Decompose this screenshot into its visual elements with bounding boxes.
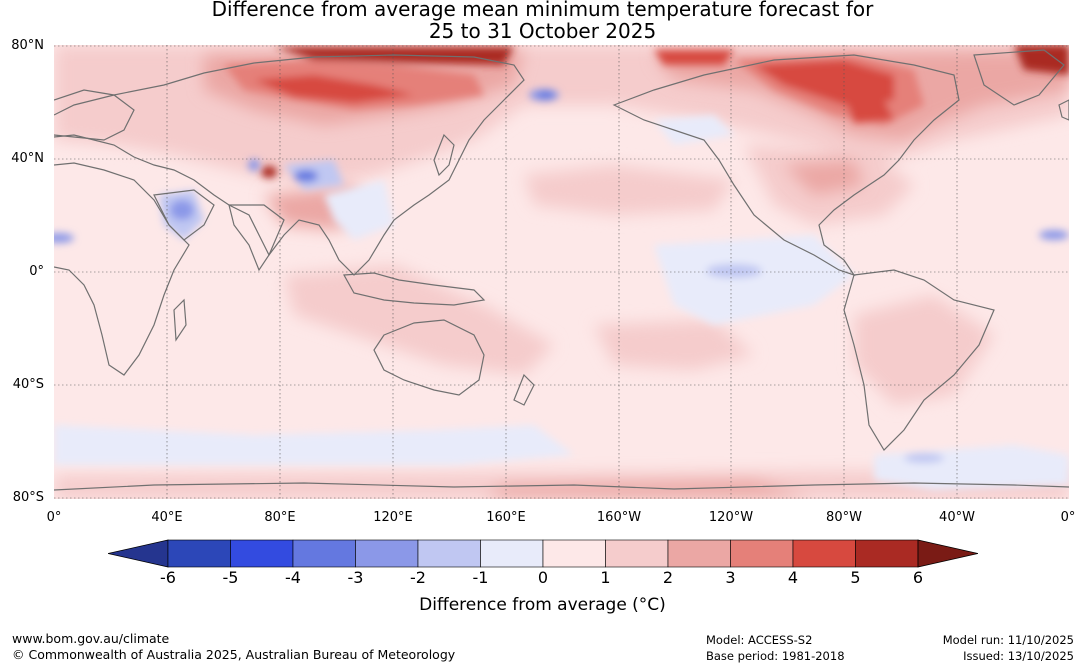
colorbar-cell bbox=[417, 539, 481, 568]
anomaly-east-pacific-cool bbox=[654, 235, 854, 325]
lon-label-0-right: 0° bbox=[1060, 510, 1076, 525]
coastline-arabia bbox=[153, 189, 215, 241]
colorbar-extend-low bbox=[108, 539, 169, 568]
colorbar-tick-label: 4 bbox=[787, 568, 799, 587]
coastline-new-zealand bbox=[513, 373, 535, 406]
footer-issued: Issued: 13/10/2025 bbox=[963, 649, 1074, 663]
lat-label-80n: 80°N bbox=[11, 38, 44, 53]
colorbar-cell bbox=[605, 539, 669, 568]
coastline-antarctica bbox=[54, 482, 1069, 491]
colorbar-tick-label: 5 bbox=[850, 568, 861, 587]
coastline-japan bbox=[433, 133, 455, 177]
anomaly-band-sam-warm bbox=[854, 295, 994, 405]
lat-label-40s: 40°S bbox=[12, 377, 44, 392]
coastline-africa bbox=[54, 162, 190, 376]
coastline-india bbox=[228, 204, 285, 272]
colorbar-tick-label: 2 bbox=[662, 568, 674, 587]
anomaly-band-south-pacific-warm bbox=[594, 320, 754, 370]
colorbar-cell bbox=[480, 539, 544, 568]
anomaly-band-pacific-warm bbox=[524, 165, 734, 215]
footer-model: Model: ACCESS-S2 bbox=[706, 633, 813, 647]
anomaly-arctic-north-core bbox=[274, 47, 514, 65]
colorbar bbox=[108, 539, 978, 568]
anomaly-alaska-core bbox=[654, 50, 734, 65]
anomaly-east-pacific-cool-core bbox=[706, 264, 762, 278]
lat-label-80s: 80°S bbox=[12, 490, 44, 505]
coastline-eurasia bbox=[54, 54, 525, 276]
lon-label-40w: 40°W bbox=[939, 510, 975, 525]
coastline-australia bbox=[373, 319, 485, 396]
footer-model-run: Model run: 11/10/2025 bbox=[942, 633, 1074, 647]
temperature-anomaly-map bbox=[54, 45, 1069, 499]
colorbar-tick-label: -5 bbox=[222, 568, 239, 587]
coastline-europe bbox=[54, 89, 135, 141]
coastline-uk bbox=[1058, 99, 1069, 121]
anomaly-canada-core bbox=[754, 60, 894, 105]
coastline-greenland bbox=[973, 49, 1065, 106]
colorbar-cell bbox=[230, 539, 294, 568]
lon-label-120e: 120°E bbox=[373, 510, 413, 525]
colorbar-label: Difference from average (°C) bbox=[419, 595, 666, 615]
colorbar-cell bbox=[167, 539, 231, 568]
lon-label-160e: 160°E bbox=[486, 510, 526, 525]
anomaly-band-indo-warm bbox=[284, 265, 554, 375]
colorbar-cell bbox=[292, 539, 356, 568]
colorbar-tick-label: 1 bbox=[600, 568, 611, 587]
anomaly-greenland-core bbox=[1014, 45, 1069, 75]
lon-label-120w: 120°W bbox=[708, 510, 754, 525]
anomaly-south-indian-cool bbox=[54, 425, 574, 465]
anomaly-se-asia-cool bbox=[324, 180, 394, 240]
coastline-indonesia bbox=[343, 272, 486, 306]
colorbar-tick-label: 3 bbox=[725, 568, 736, 587]
lon-label-80w: 80°W bbox=[826, 510, 862, 525]
colorbar-cell bbox=[667, 539, 731, 568]
map-title-line2: 25 to 31 October 2025 bbox=[428, 19, 657, 43]
anomaly-sahara-cool bbox=[54, 233, 74, 243]
anomaly-arabia-cool-core bbox=[170, 200, 194, 220]
lat-label-equator: 0° bbox=[29, 264, 44, 279]
colorbar-cell bbox=[542, 539, 606, 568]
map-title-line1: Difference from average mean minimum tem… bbox=[211, 0, 874, 21]
coastline-layer bbox=[54, 49, 1069, 491]
colorbar-tick-label: -3 bbox=[347, 568, 364, 587]
coastline-north-america bbox=[612, 54, 960, 277]
anomaly-bering-cool-core bbox=[538, 91, 554, 99]
colorbar-tick-label: 6 bbox=[912, 568, 924, 587]
colorbar-tick-label: -1 bbox=[472, 568, 489, 587]
colorbar-cell bbox=[855, 539, 919, 568]
lon-label-40e: 40°E bbox=[151, 510, 183, 525]
colorbar-tick-label: 0 bbox=[537, 568, 549, 587]
coastline-south-america bbox=[843, 269, 995, 451]
anomaly-siberia-core bbox=[254, 75, 414, 103]
colorbar-tick-label: -4 bbox=[285, 568, 301, 587]
graticule bbox=[54, 45, 1069, 499]
anomaly-himalaya-warm-spot bbox=[261, 166, 277, 178]
lon-label-80e: 80°E bbox=[264, 510, 296, 525]
colorbar-extend-high bbox=[917, 539, 978, 568]
colorbar-cell bbox=[355, 539, 419, 568]
coastline-madagascar bbox=[173, 298, 187, 342]
anomaly-drake-cool bbox=[904, 453, 944, 463]
anomaly-tibet-cool-core bbox=[294, 170, 318, 182]
colorbar-cells bbox=[108, 539, 978, 568]
footer-website: www.bom.gov.au/climate bbox=[12, 631, 170, 646]
lon-label-0-left: 0° bbox=[46, 510, 62, 525]
colorbar-cell bbox=[730, 539, 794, 568]
lon-label-160w: 160°W bbox=[596, 510, 642, 525]
anomaly-west-himalaya-cool bbox=[248, 159, 260, 171]
colorbar-tick-label: -2 bbox=[410, 568, 426, 587]
footer-copyright: © Commonwealth of Australia 2025, Austra… bbox=[12, 647, 456, 662]
colorbar-cell bbox=[792, 539, 856, 568]
colorbar-tick-label: -6 bbox=[160, 568, 176, 587]
anomaly-north-pacific-cool bbox=[654, 115, 734, 145]
anomaly-nw-africa-cool bbox=[1039, 230, 1069, 240]
lat-label-40n: 40°N bbox=[11, 151, 44, 166]
anomaly-hudson-core bbox=[844, 95, 894, 123]
footer-base-period: Base period: 1981-2018 bbox=[706, 649, 845, 663]
